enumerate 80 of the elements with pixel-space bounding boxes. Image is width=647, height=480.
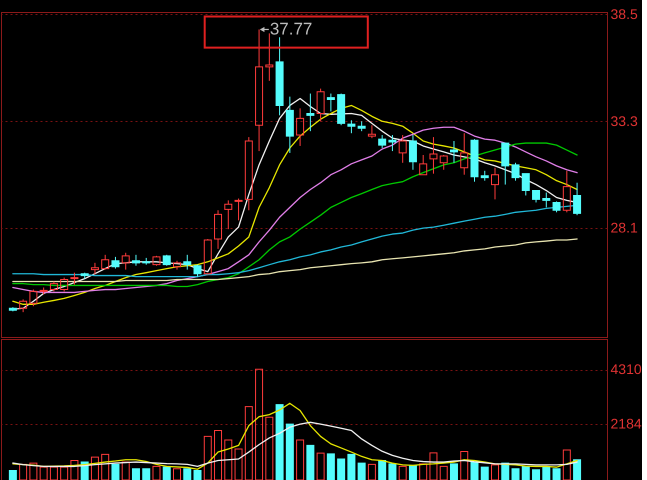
line-series bbox=[12, 422, 578, 468]
candlestick bbox=[286, 96, 294, 154]
bar bbox=[491, 464, 500, 480]
candlestick bbox=[70, 272, 78, 286]
bar bbox=[152, 466, 160, 480]
bar bbox=[573, 459, 582, 480]
bar bbox=[512, 468, 520, 480]
bar bbox=[194, 470, 202, 480]
candlestick bbox=[562, 170, 571, 213]
candlestick bbox=[429, 136, 438, 174]
bar bbox=[265, 416, 274, 480]
bar bbox=[552, 468, 561, 480]
bar bbox=[542, 466, 550, 480]
bar bbox=[316, 452, 325, 480]
y-tick-label: 38.5 bbox=[610, 6, 638, 22]
bar bbox=[408, 464, 417, 480]
candlestick bbox=[90, 262, 99, 276]
bar bbox=[306, 444, 314, 480]
bar bbox=[224, 440, 232, 480]
bar bbox=[378, 460, 386, 480]
bar bbox=[337, 458, 346, 480]
bar bbox=[244, 406, 253, 480]
bar bbox=[296, 440, 304, 480]
bar bbox=[286, 424, 294, 480]
bar bbox=[40, 466, 48, 480]
bar bbox=[19, 464, 28, 480]
bar bbox=[419, 463, 428, 480]
bar bbox=[532, 469, 540, 480]
bar bbox=[142, 468, 150, 480]
bar bbox=[204, 436, 212, 480]
y-tick-label: 4310 bbox=[610, 361, 642, 378]
bar bbox=[429, 452, 438, 480]
candlestick bbox=[306, 93, 314, 132]
bar bbox=[101, 454, 110, 480]
candlestick bbox=[542, 192, 550, 208]
bar bbox=[326, 453, 335, 480]
bar bbox=[388, 463, 396, 480]
bar bbox=[460, 451, 468, 480]
candlestick bbox=[460, 132, 468, 176]
bar bbox=[162, 466, 171, 480]
bar bbox=[358, 462, 366, 480]
bar bbox=[29, 462, 38, 480]
candlestick bbox=[296, 108, 304, 146]
bar bbox=[450, 463, 458, 480]
bar bbox=[255, 368, 264, 480]
bar bbox=[398, 466, 407, 480]
bar bbox=[50, 466, 58, 480]
bar bbox=[70, 460, 78, 480]
bar bbox=[470, 462, 478, 480]
candlestick bbox=[450, 140, 458, 164]
candlestick bbox=[276, 36, 284, 116]
candlestick bbox=[255, 28, 264, 152]
candlestick bbox=[408, 134, 417, 170]
annotation: 37.77 bbox=[270, 19, 312, 38]
y-tick-label: 2184 bbox=[610, 416, 642, 432]
bar bbox=[122, 462, 130, 480]
bar bbox=[132, 468, 140, 480]
bar bbox=[111, 464, 120, 480]
candlestick bbox=[214, 210, 222, 250]
bar bbox=[90, 456, 99, 480]
bar bbox=[8, 470, 17, 480]
bar bbox=[276, 404, 284, 480]
candlestick bbox=[491, 167, 500, 200]
bar bbox=[347, 454, 356, 480]
bar bbox=[173, 468, 182, 480]
bar bbox=[440, 466, 448, 480]
bar bbox=[60, 466, 68, 480]
y-tick-label: 33.3 bbox=[610, 112, 638, 129]
line-series bbox=[12, 238, 578, 282]
candlestick bbox=[183, 254, 192, 270]
bar bbox=[183, 468, 192, 480]
bar bbox=[368, 464, 376, 480]
y-tick-label: 28.1 bbox=[610, 220, 638, 236]
bar bbox=[214, 430, 222, 480]
bar bbox=[562, 450, 571, 480]
line-series bbox=[12, 402, 578, 470]
candlestick bbox=[398, 134, 407, 164]
bar bbox=[480, 466, 489, 480]
bar bbox=[234, 448, 243, 480]
bar bbox=[522, 466, 530, 480]
